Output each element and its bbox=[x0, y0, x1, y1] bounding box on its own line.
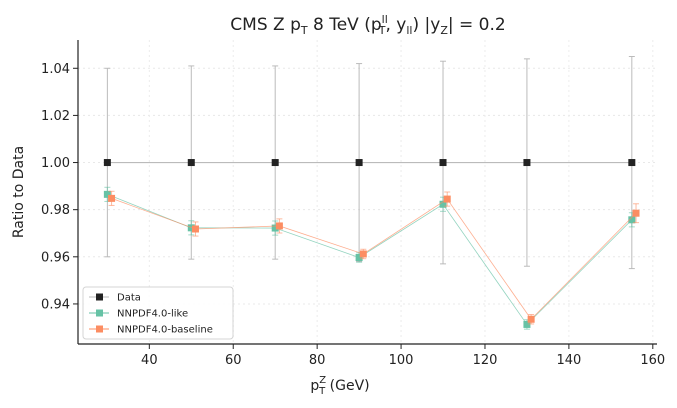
point-2-5 bbox=[527, 315, 535, 323]
point-2-2 bbox=[275, 222, 283, 230]
legend-label-2: NNPDF4.0-baseline bbox=[117, 325, 213, 336]
point-2-6 bbox=[632, 209, 640, 217]
point-2-4 bbox=[443, 195, 451, 203]
point-1-0 bbox=[103, 190, 111, 198]
x-tick-label-6: 160 bbox=[640, 353, 665, 368]
x-axis-label: pZ T (GeV) bbox=[310, 375, 369, 397]
y-tick-label-1: 0.96 bbox=[41, 250, 70, 265]
legend-marker-2 bbox=[96, 325, 103, 333]
point-2-0 bbox=[108, 194, 116, 202]
series-2 bbox=[108, 190, 640, 325]
point-0-2 bbox=[271, 159, 279, 167]
point-1-3 bbox=[355, 254, 363, 262]
x-tick-label-0: 40 bbox=[141, 353, 158, 368]
y-tick-label-3: 1.00 bbox=[41, 156, 70, 171]
series-0 bbox=[103, 55, 636, 270]
y-tick-label-5: 1.04 bbox=[41, 62, 70, 77]
chart-title: CMS Z pT 8 TeV (pll T, yll) |yZ| = 0.2 bbox=[230, 13, 505, 37]
point-2-3 bbox=[359, 250, 367, 258]
point-0-3 bbox=[355, 159, 363, 167]
y-axis-label: Ratio to Data bbox=[11, 146, 27, 238]
series-layer bbox=[103, 55, 640, 330]
point-0-5 bbox=[523, 159, 531, 167]
point-1-5 bbox=[523, 320, 531, 328]
legend-marker-1 bbox=[96, 309, 103, 317]
point-2-1 bbox=[191, 225, 199, 233]
x-tick-label-4: 120 bbox=[473, 353, 498, 368]
point-0-0 bbox=[103, 159, 111, 167]
legend-marker-0 bbox=[96, 293, 103, 301]
x-tick-label-5: 140 bbox=[556, 353, 581, 368]
point-0-6 bbox=[628, 159, 636, 167]
legend-label-1: NNPDF4.0-like bbox=[117, 309, 188, 320]
point-1-6 bbox=[628, 216, 636, 224]
legend-label-0: Data bbox=[117, 293, 141, 304]
point-1-2 bbox=[271, 224, 279, 232]
x-tick-label-1: 60 bbox=[225, 353, 242, 368]
point-1-4 bbox=[439, 200, 447, 208]
axes: 0.94 0.96 0.98 1.00 1.02 1.04 40 60 80 100 120 140 1… bbox=[41, 40, 665, 368]
y-tick-label-0: 0.94 bbox=[41, 297, 70, 312]
point-0-4 bbox=[439, 159, 447, 167]
y-tick-label-4: 1.02 bbox=[41, 109, 70, 124]
legend-box bbox=[82, 286, 234, 340]
legend: Data NNPDF4.0-like NNPDF4.0-baseline bbox=[82, 286, 234, 340]
y-tick-label-2: 0.98 bbox=[41, 203, 70, 218]
x-tick-label-2: 80 bbox=[309, 353, 326, 368]
x-tick-label-3: 100 bbox=[389, 353, 414, 368]
point-0-1 bbox=[187, 159, 195, 167]
